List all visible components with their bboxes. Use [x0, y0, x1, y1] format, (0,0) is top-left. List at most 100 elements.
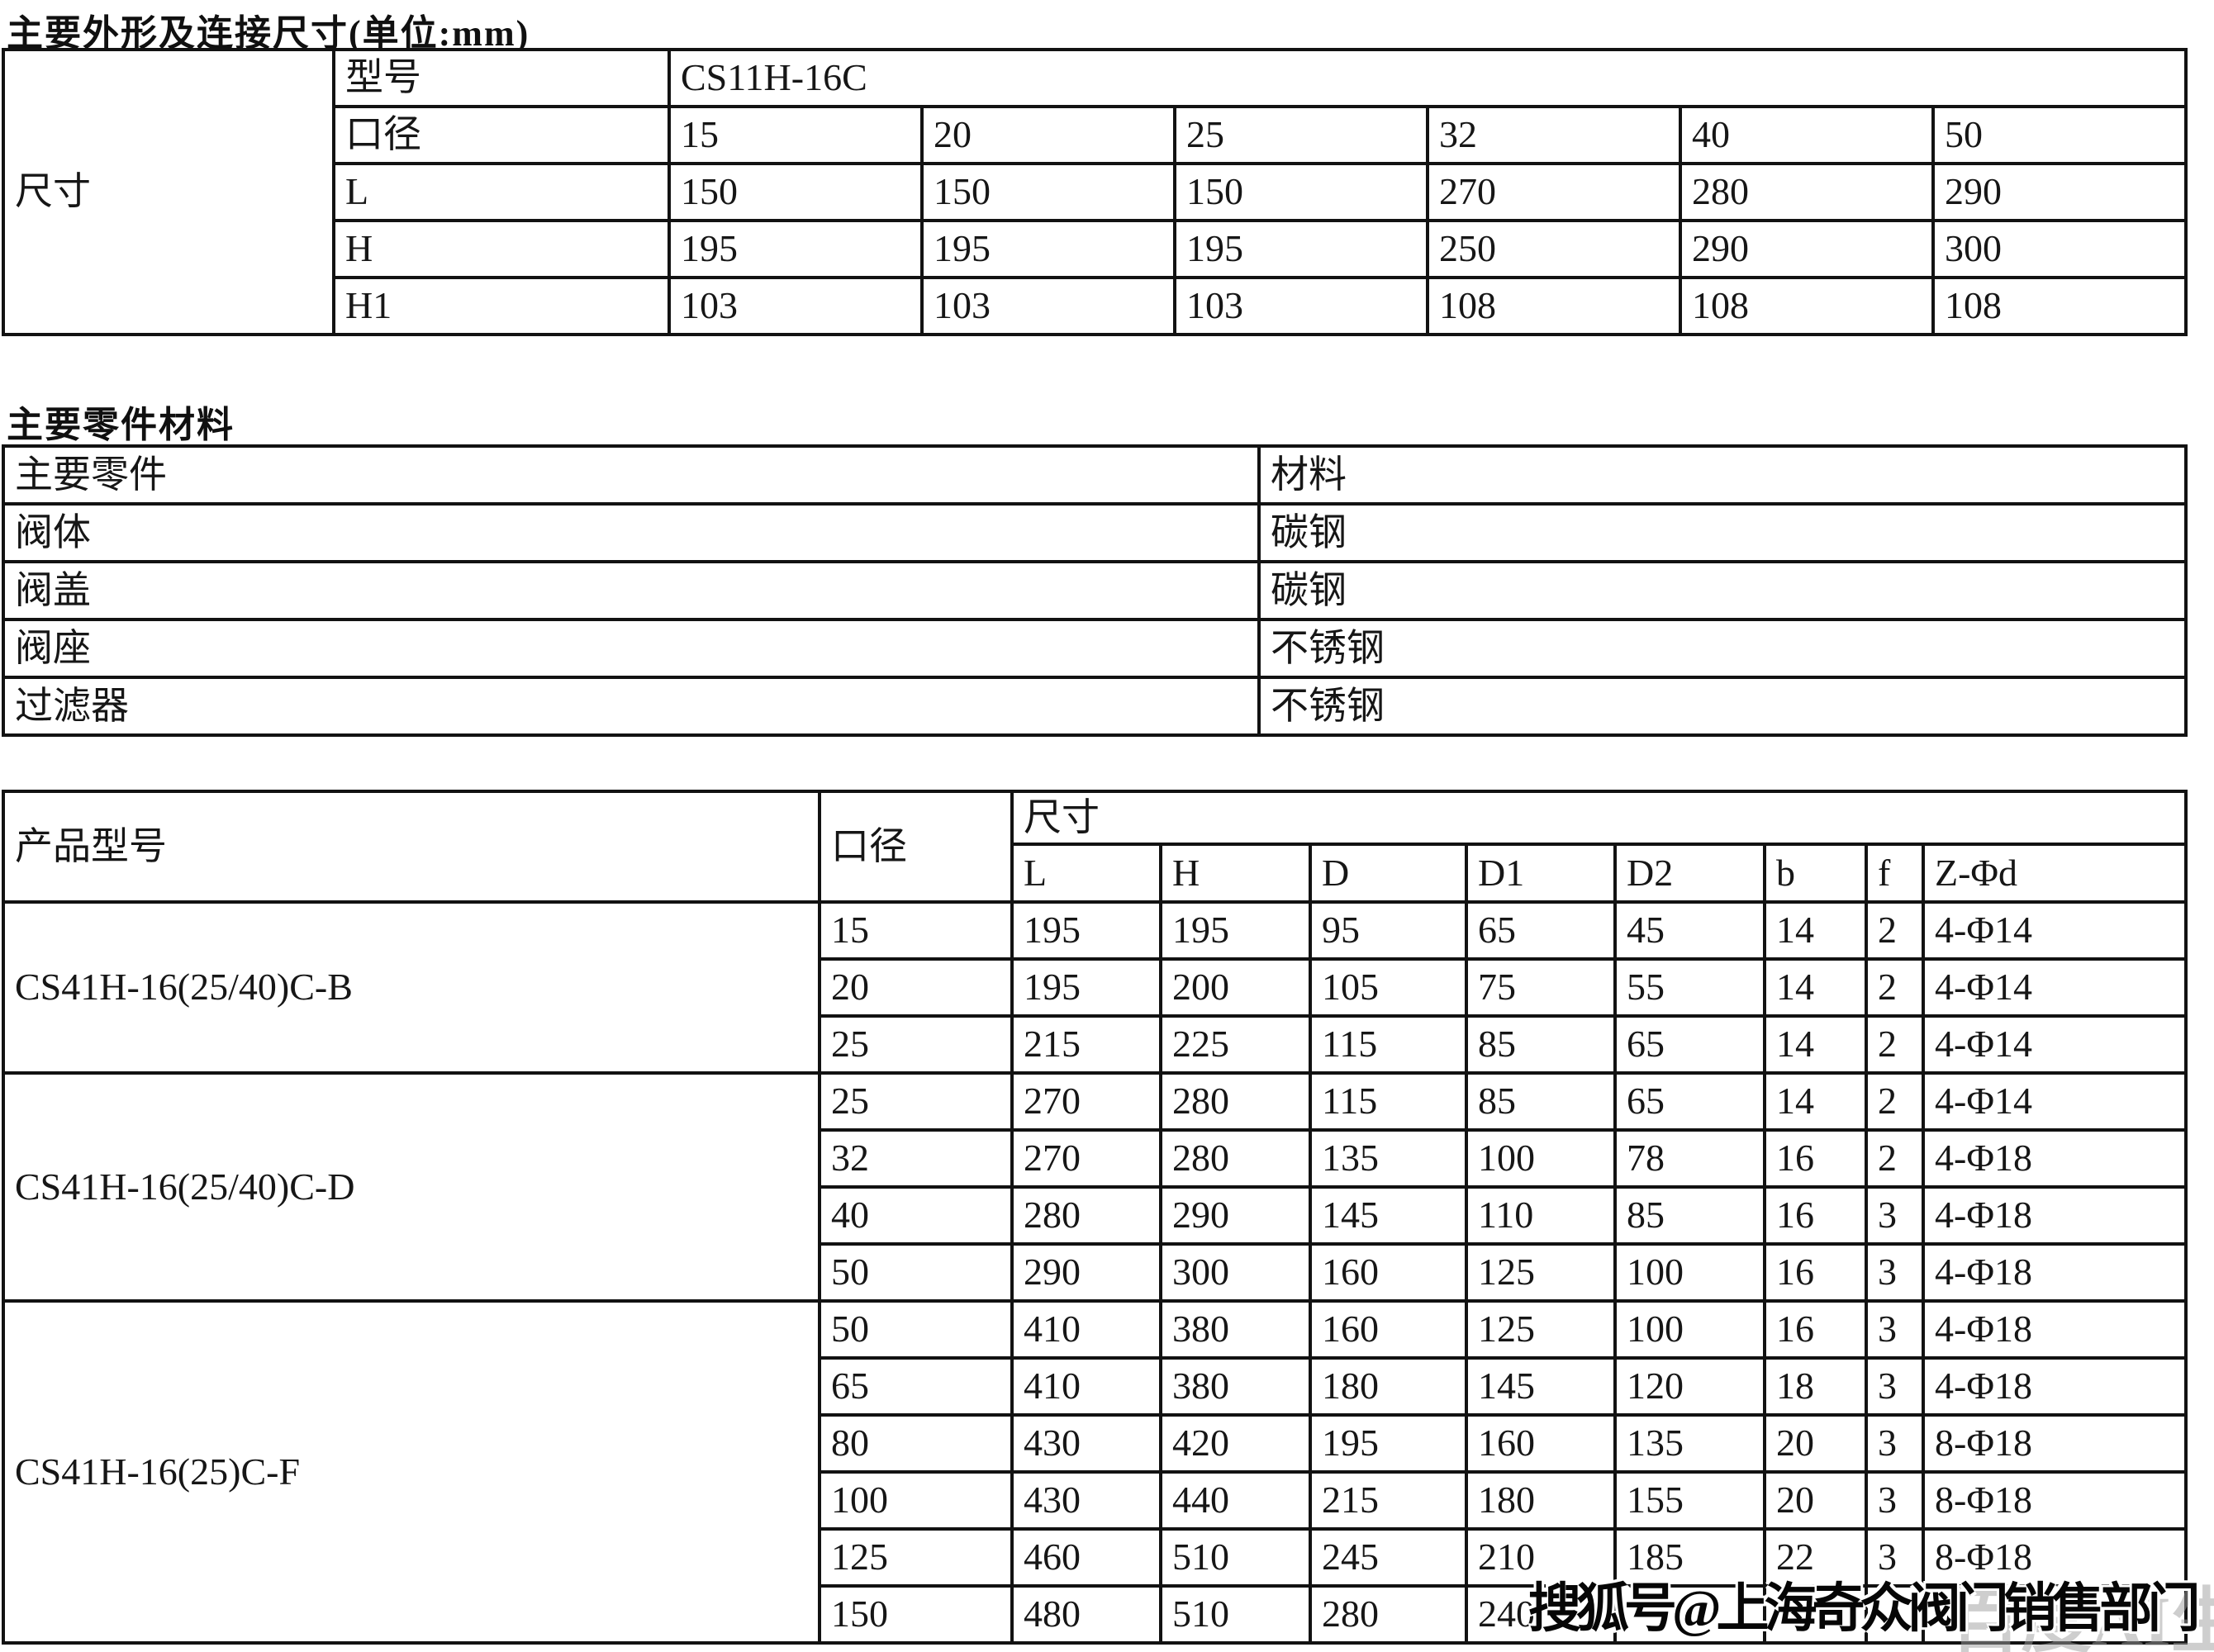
dim-cell: 300 — [1931, 219, 2188, 279]
dim-cell: 210 — [1465, 1527, 1617, 1588]
dim-cell: 145 — [1465, 1356, 1617, 1417]
materials-header-part: 主要零件 — [2, 444, 1261, 506]
dim-cell: 195 — [1010, 957, 1162, 1018]
dim-cell: 8-Φ18 — [1922, 1413, 2188, 1474]
dim-cell: 16 — [1763, 1299, 1868, 1360]
table-header-row: 产品型号 口径 尺寸 — [2, 790, 2188, 904]
dim-cell: 195 — [920, 219, 1176, 279]
dim-cell: 2 — [1865, 1014, 1925, 1075]
dim-cell — [1922, 1584, 2188, 1645]
dim-cell: 510 — [1159, 1584, 1312, 1645]
dim-cell: 185 — [1613, 1527, 1766, 1588]
dim-cell: 215 — [1309, 1470, 1468, 1531]
dim-cell: 3 — [1865, 1527, 1925, 1588]
dim-cell: 14 — [1763, 1071, 1868, 1132]
dim-cell: 290 — [1159, 1185, 1312, 1246]
subheader-f: f — [1865, 843, 1925, 904]
dim-cell: 4-Φ18 — [1922, 1128, 2188, 1189]
dimensions-section-title: 主要外形及连接尺寸(单位:mm) — [7, 13, 530, 54]
dim-cell: 2 — [1865, 900, 1925, 961]
dim-cell: 18 — [1763, 1356, 1868, 1417]
dim-cell: 245 — [1309, 1527, 1468, 1588]
table-row: 50 290 300 160 125 100 16 3 4-Φ18 — [3, 1242, 2188, 1303]
subheader-H: H — [1159, 843, 1312, 904]
dn-cell: 15 — [818, 900, 1014, 961]
dim-cell: 135 — [1309, 1128, 1468, 1189]
table-row: 100 430 440 215 180 155 20 3 8-Φ18 — [3, 1470, 2188, 1531]
dim-cell: 180 — [1465, 1470, 1617, 1531]
dim-cell: 125 — [1465, 1242, 1617, 1303]
dim-cell: 270 — [1010, 1128, 1162, 1189]
dim-cell: 85 — [1465, 1071, 1617, 1132]
size-header: 尺寸 — [1010, 790, 2188, 846]
table-row: CS41H-16(25/40)C-D 25 270 280 115 85 65 14 2 4-Φ1… — [2, 1071, 2188, 1303]
dim-cell: 200 — [1159, 957, 1312, 1018]
dim-cell: 280 — [1159, 1128, 1312, 1189]
material-cell: 不锈钢 — [1257, 618, 2188, 679]
dim-cell: 150 — [668, 162, 924, 222]
dim-cell: 250 — [1426, 219, 1682, 279]
subheader-D: D — [1309, 843, 1468, 904]
model-value-cell: CS11H-16C — [668, 48, 2188, 108]
table-row: 口径 15 20 25 32 40 50 — [3, 105, 2188, 165]
model-label-cell: 型号 — [332, 48, 671, 108]
dim-cell: 195 — [1010, 900, 1162, 961]
table-row: 80 430 420 195 160 135 20 3 8-Φ18 — [3, 1413, 2188, 1474]
dim-cell: 290 — [1679, 219, 1935, 279]
dim-cell: 100 — [1465, 1128, 1617, 1189]
row-label-cell: 口径 — [332, 105, 671, 165]
table-row: 150 480 510 280 240 — [3, 1584, 2188, 1645]
dim-cell: 55 — [1613, 957, 1766, 1018]
dim-cell — [1613, 1584, 1766, 1645]
dim-cell: 280 — [1679, 162, 1935, 222]
product-model-header: 产品型号 — [2, 790, 821, 904]
dim-cell: 25 — [1173, 105, 1429, 165]
dim-cell: 410 — [1010, 1299, 1162, 1360]
dim-cell: 4-Φ18 — [1922, 1185, 2188, 1246]
material-cell: 碳钢 — [1257, 560, 2188, 621]
dim-cell: 155 — [1613, 1470, 1766, 1531]
dim-cell: 290 — [1931, 162, 2188, 222]
dim-cell: 420 — [1159, 1413, 1312, 1474]
table-row: 阀体 碳钢 — [2, 502, 2188, 563]
dim-cell: 480 — [1010, 1584, 1162, 1645]
dim-cell: 120 — [1613, 1356, 1766, 1417]
dim-cell: 4-Φ14 — [1922, 957, 2188, 1018]
dn-cell: 50 — [818, 1299, 1014, 1360]
dim-cell: 4-Φ14 — [1922, 1071, 2188, 1132]
dim-cell: 115 — [1309, 1071, 1468, 1132]
dim-cell: 78 — [1613, 1128, 1766, 1189]
dim-cell: 75 — [1465, 957, 1617, 1018]
dim-cell: 40 — [1679, 105, 1935, 165]
dim-cell: 45 — [1613, 900, 1766, 961]
product-model-cell: CS41H-16(25)C-F — [2, 1299, 821, 1645]
dim-cell: 110 — [1465, 1185, 1617, 1246]
dim-cell: 85 — [1465, 1014, 1617, 1075]
dim-cell: 240 — [1465, 1584, 1617, 1645]
materials-header-material: 材料 — [1257, 444, 2188, 506]
dim-cell: 108 — [1931, 276, 2188, 336]
dim-cell: 20 — [1763, 1413, 1868, 1474]
table-row: CS41H-16(25)C-F 50 410 380 160 125 100 16 3 4-Φ18 — [2, 1299, 2188, 1645]
dim-cell: 85 — [1613, 1185, 1766, 1246]
subheader-b: b — [1763, 843, 1868, 904]
part-cell: 阀座 — [2, 618, 1261, 679]
dim-cell: 3 — [1865, 1242, 1925, 1303]
table-row: 过滤器 不锈钢 — [2, 676, 2188, 737]
subheader-L: L — [1010, 843, 1162, 904]
dim-cell: 280 — [1010, 1185, 1162, 1246]
row-label-cell: L — [332, 162, 671, 222]
dim-cell: 125 — [1465, 1299, 1617, 1360]
ai-generated-watermark: 百度AI生成 — [1950, 1582, 2214, 1652]
dn-cell: 125 — [818, 1527, 1014, 1588]
dims-corner-cell: 尺寸 — [2, 48, 335, 336]
dim-cell: 195 — [668, 219, 924, 279]
subheader-D1: D1 — [1465, 843, 1617, 904]
dim-cell: 8-Φ18 — [1922, 1470, 2188, 1531]
dim-cell: 195 — [1173, 219, 1429, 279]
dim-cell: 270 — [1426, 162, 1682, 222]
dn-cell: 40 — [818, 1185, 1014, 1246]
product-model-cell: CS41H-16(25/40)C-D — [2, 1071, 821, 1303]
dim-cell: 225 — [1159, 1014, 1312, 1075]
